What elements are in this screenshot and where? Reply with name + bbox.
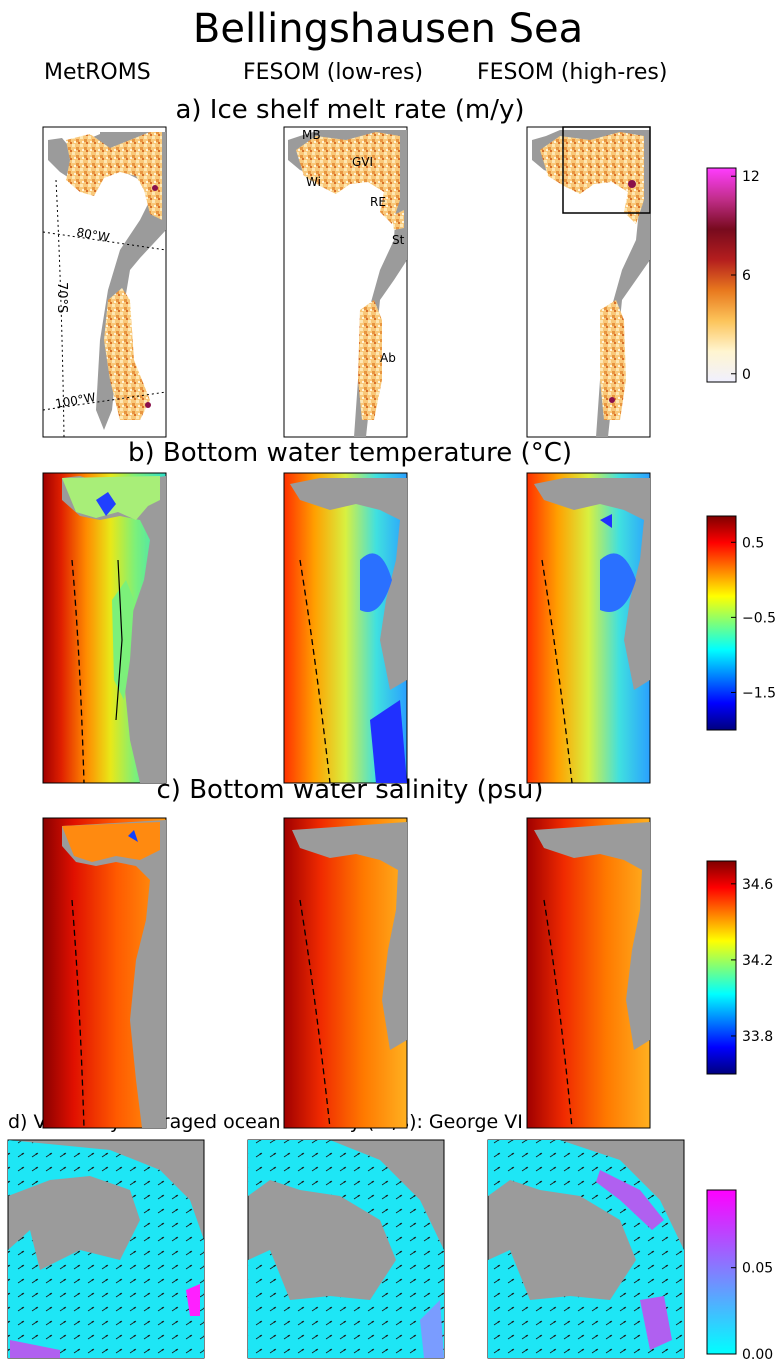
shelf-label-wi: Wi [306, 175, 321, 189]
shelf-label-ab: Ab [380, 351, 396, 365]
panel-b-fesom-low [283, 472, 408, 784]
column-header-fesom-low: FESOM (low-res) [243, 60, 424, 85]
panel-c-metroms [42, 817, 167, 1129]
colorbar-d-tick-label: 0.00 [742, 1347, 773, 1361]
colorbar-a-tick-label: 0 [742, 367, 751, 383]
panel-b-title: b) Bottom water temperature (°C) [127, 438, 573, 468]
colorbar-a-tick-label: 6 [742, 268, 751, 284]
column-header-metroms: MetROMS [44, 60, 151, 85]
column-header-fesom-high: FESOM (high-res) [477, 60, 668, 85]
colorbar-c [706, 860, 737, 1075]
figure-title: Bellingshausen Sea [192, 6, 584, 52]
colorbar-b [706, 515, 737, 731]
shelf-label-mb: MB [302, 128, 321, 142]
colorbar-c-tick-label: 34.6 [742, 877, 773, 893]
panel-a-title: a) Ice shelf melt rate (m/y) [175, 95, 525, 125]
colorbar-b-tick-label: 0.5 [742, 535, 764, 551]
colorbar-c-tick-label: 33.8 [742, 1029, 773, 1045]
ice-shelf-melt [66, 132, 162, 220]
panel-c-fesom-high [526, 817, 651, 1129]
colorbar-d [706, 1189, 737, 1355]
colorbar-b-tick-label: −1.5 [742, 685, 776, 701]
panel-a-fesom-low [283, 126, 408, 438]
colorbar-b-tick-label: −0.5 [742, 610, 776, 626]
graticule-label-100w: 100°W [54, 390, 97, 411]
panel-d-metroms [7, 1139, 205, 1359]
colorbar-a-tick-label: 12 [742, 169, 760, 185]
graticule-label-80w: 80°W [75, 225, 110, 245]
colorbar-d-tick-label: 0.05 [742, 1261, 773, 1277]
colorbar-c-tick-label: 34.2 [742, 953, 773, 969]
shelf-label-gvi: GVI [352, 155, 373, 169]
panel-a-fesom-high [526, 126, 651, 438]
panel-a-metroms [42, 126, 167, 438]
panel-c-fesom-low [283, 817, 408, 1129]
panel-d-fesom-high [487, 1139, 685, 1359]
colorbars: 12 6 0 0.5 −0.5 −1.5 34.6 34.2 33.8 0.05 0.00 [706, 167, 776, 1361]
panel-d-fesom-low [247, 1139, 445, 1359]
shelf-label-re: RE [370, 195, 386, 209]
shelf-label-st: St [392, 233, 405, 247]
panel-b-fesom-high [526, 472, 651, 784]
panel-b-metroms [42, 472, 167, 784]
graticule-label-70s: 70°S [54, 282, 69, 313]
